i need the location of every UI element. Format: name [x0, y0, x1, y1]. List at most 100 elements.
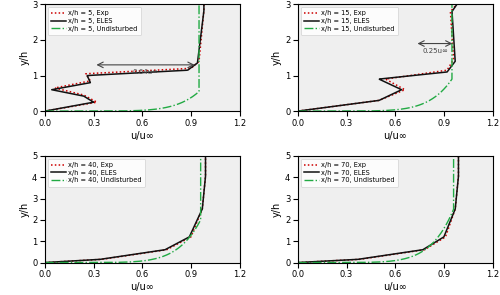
Line: x/h = 40, ELES: x/h = 40, ELES: [45, 156, 205, 263]
x/h = 15, ELES: [295, 109, 301, 113]
x/h = 40, Exp: [200, 203, 205, 206]
x/h = 15, ELES: [454, 3, 460, 6]
x/h = 5, ELES: [196, 52, 202, 55]
x/h = 15, ELES: [452, 5, 458, 9]
x/h = 15, Exp: [295, 109, 301, 113]
x/h = 15, Undisturbed: [295, 109, 301, 113]
x/h = 5, Undisturbed: [196, 46, 202, 49]
Line: x/h = 70, Undisturbed: x/h = 70, Undisturbed: [298, 156, 454, 263]
x/h = 70, Undisturbed: [450, 157, 456, 160]
x/h = 70, ELES: [453, 197, 459, 201]
x/h = 70, Exp: [452, 209, 458, 213]
x/h = 15, ELES: [450, 22, 456, 25]
Line: x/h = 70, Exp: x/h = 70, Exp: [298, 156, 458, 263]
x/h = 5, Undisturbed: [196, 5, 202, 9]
x/h = 15, Undisturbed: [449, 3, 455, 6]
x/h = 40, ELES: [198, 210, 204, 214]
x/h = 40, ELES: [202, 154, 208, 158]
x/h = 15, Exp: [452, 5, 458, 9]
x/h = 15, Exp: [448, 22, 454, 25]
x/h = 70, ELES: [456, 173, 462, 177]
x/h = 70, ELES: [452, 203, 458, 206]
x/h = 70, Undisturbed: [450, 210, 456, 214]
x/h = 40, Exp: [42, 261, 48, 264]
X-axis label: u/u∞: u/u∞: [130, 282, 154, 292]
x/h = 5, Exp: [200, 22, 205, 25]
x/h = 40, Undisturbed: [198, 157, 203, 160]
Line: x/h = 70, ELES: x/h = 70, ELES: [298, 156, 458, 263]
x/h = 40, ELES: [198, 209, 204, 213]
x/h = 15, Undisturbed: [449, 59, 455, 62]
x/h = 15, Exp: [450, 46, 456, 49]
x/h = 70, Exp: [452, 203, 458, 206]
x/h = 70, Undisturbed: [295, 261, 301, 264]
x/h = 40, ELES: [202, 157, 208, 160]
Legend: x/h = 40, Exp, x/h = 40, ELES, x/h = 40, Undisturbed: x/h = 40, Exp, x/h = 40, ELES, x/h = 40,…: [48, 158, 146, 186]
x/h = 40, Exp: [202, 157, 208, 160]
Line: x/h = 15, Undisturbed: x/h = 15, Undisturbed: [298, 4, 452, 111]
x/h = 70, Undisturbed: [450, 209, 456, 213]
x/h = 5, ELES: [42, 109, 48, 113]
x/h = 40, ELES: [42, 261, 48, 264]
Legend: x/h = 15, Exp, x/h = 15, ELES, x/h = 15, Undisturbed: x/h = 15, Exp, x/h = 15, ELES, x/h = 15,…: [300, 7, 398, 35]
x/h = 40, Exp: [200, 197, 206, 201]
x/h = 40, Exp: [202, 154, 208, 158]
x/h = 40, Exp: [198, 210, 204, 214]
Legend: x/h = 5, Exp, x/h = 5, ELES, x/h = 5, Undisturbed: x/h = 5, Exp, x/h = 5, ELES, x/h = 5, Un…: [48, 7, 141, 35]
Y-axis label: y/h: y/h: [19, 50, 29, 65]
x/h = 40, Undisturbed: [198, 203, 203, 206]
x/h = 5, Undisturbed: [196, 58, 202, 62]
x/h = 5, Exp: [201, 5, 207, 9]
x/h = 70, Undisturbed: [450, 197, 456, 201]
x/h = 40, Undisturbed: [198, 210, 203, 214]
x/h = 70, Exp: [452, 210, 458, 214]
X-axis label: u/u∞: u/u∞: [384, 282, 407, 292]
x/h = 5, Exp: [196, 58, 202, 62]
x/h = 70, ELES: [452, 209, 458, 213]
x/h = 15, ELES: [452, 52, 458, 55]
x/h = 5, Exp: [196, 59, 202, 62]
x/h = 15, Exp: [450, 58, 456, 62]
Y-axis label: y/h: y/h: [19, 201, 29, 217]
x/h = 5, Undisturbed: [196, 22, 202, 25]
x/h = 15, ELES: [452, 46, 458, 49]
x/h = 70, Exp: [295, 261, 301, 264]
x/h = 40, Exp: [198, 209, 204, 213]
x/h = 70, ELES: [295, 261, 301, 264]
x/h = 40, ELES: [200, 197, 206, 201]
Line: x/h = 15, ELES: x/h = 15, ELES: [298, 4, 457, 111]
x/h = 40, ELES: [200, 203, 205, 206]
x/h = 15, ELES: [452, 58, 458, 62]
Text: 0.25u∞: 0.25u∞: [422, 48, 448, 54]
x/h = 5, ELES: [201, 5, 207, 9]
x/h = 40, ELES: [202, 173, 208, 177]
x/h = 15, Undisturbed: [449, 52, 455, 55]
x/h = 5, ELES: [194, 59, 200, 62]
X-axis label: u/u∞: u/u∞: [384, 130, 407, 140]
x/h = 5, ELES: [201, 3, 207, 6]
x/h = 15, Exp: [454, 3, 460, 6]
x/h = 5, Undisturbed: [196, 52, 202, 55]
x/h = 40, Exp: [202, 173, 208, 177]
x/h = 15, Undisturbed: [449, 46, 455, 49]
Y-axis label: y/h: y/h: [272, 201, 282, 217]
x/h = 70, Exp: [456, 157, 462, 160]
x/h = 70, Exp: [456, 154, 462, 158]
x/h = 5, Exp: [201, 3, 207, 6]
X-axis label: u/u∞: u/u∞: [130, 130, 154, 140]
x/h = 5, ELES: [195, 58, 201, 62]
x/h = 15, Undisturbed: [449, 58, 455, 62]
x/h = 15, ELES: [452, 59, 458, 62]
x/h = 70, Undisturbed: [450, 203, 456, 206]
x/h = 5, Undisturbed: [196, 3, 202, 6]
Line: x/h = 15, Exp: x/h = 15, Exp: [298, 4, 457, 111]
x/h = 70, Exp: [456, 173, 462, 177]
x/h = 15, Exp: [450, 59, 456, 62]
x/h = 40, Undisturbed: [198, 173, 203, 177]
x/h = 40, Undisturbed: [198, 197, 203, 201]
x/h = 15, Undisturbed: [449, 22, 455, 25]
Line: x/h = 40, Exp: x/h = 40, Exp: [45, 156, 205, 263]
x/h = 40, Undisturbed: [42, 261, 48, 264]
Text: 0.64u∞: 0.64u∞: [132, 69, 158, 75]
x/h = 70, Exp: [453, 197, 459, 201]
